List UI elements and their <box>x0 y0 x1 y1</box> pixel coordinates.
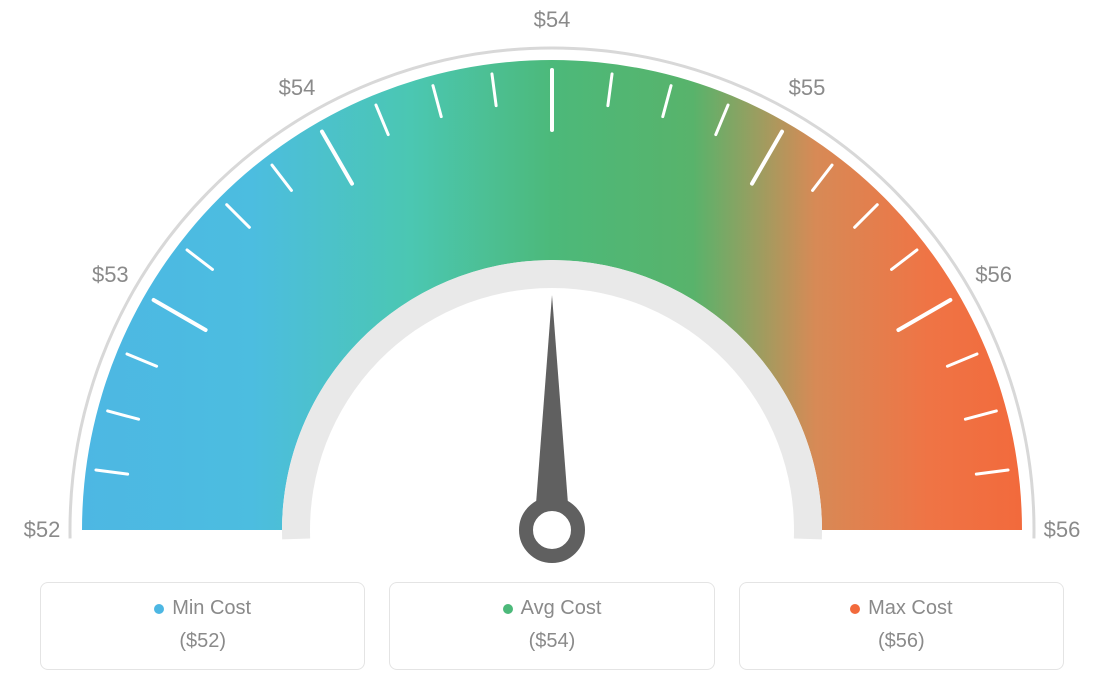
legend-title-min: Min Cost <box>154 597 251 620</box>
legend-label: Avg Cost <box>521 597 602 620</box>
gauge-svg <box>0 0 1104 570</box>
legend-label: Max Cost <box>868 597 952 620</box>
scale-label: $55 <box>789 75 826 101</box>
legend-value-min: ($52) <box>59 630 346 653</box>
scale-label: $56 <box>1044 517 1081 543</box>
gauge-chart-canvas: $52 $53 $54 $54 $55 $56 $56 Min Cost ($52) Avg… <box>0 0 1104 690</box>
legend-card-max: Max Cost ($56) <box>739 582 1064 670</box>
legend-card-min: Min Cost ($52) <box>40 582 365 670</box>
legend-label: Min Cost <box>172 597 251 620</box>
dot-icon <box>154 604 164 614</box>
dot-icon <box>503 604 513 614</box>
legend-card-avg: Avg Cost ($54) <box>389 582 714 670</box>
scale-label: $54 <box>534 7 571 33</box>
scale-label: $52 <box>24 517 61 543</box>
legend-title-avg: Avg Cost <box>503 597 602 620</box>
scale-label: $53 <box>92 262 129 288</box>
legend-row: Min Cost ($52) Avg Cost ($54) Max Cost (… <box>40 582 1064 670</box>
dot-icon <box>850 604 860 614</box>
legend-title-max: Max Cost <box>850 597 952 620</box>
legend-value-avg: ($54) <box>408 630 695 653</box>
gauge-wrap: $52 $53 $54 $54 $55 $56 $56 <box>0 0 1104 570</box>
scale-label: $54 <box>279 75 316 101</box>
scale-label: $56 <box>975 262 1012 288</box>
legend-value-max: ($56) <box>758 630 1045 653</box>
